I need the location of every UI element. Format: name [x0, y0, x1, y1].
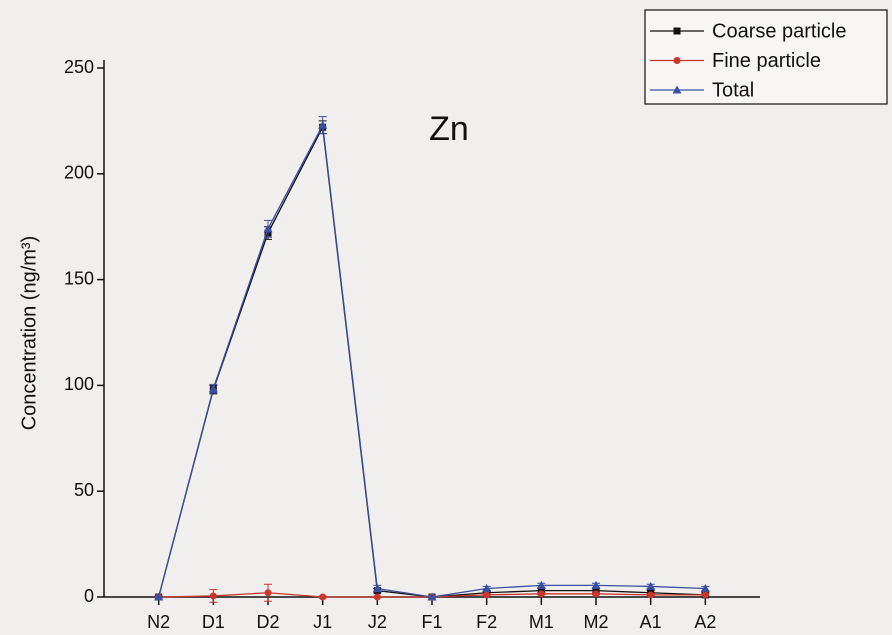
data-point [646, 581, 656, 590]
data-point [536, 580, 546, 589]
y-tick-label: 150 [64, 268, 94, 288]
y-tick-label: 250 [64, 57, 94, 77]
data-point [427, 592, 437, 601]
data-point [318, 120, 328, 129]
data-point [700, 584, 710, 593]
data-point [263, 224, 273, 233]
legend-label: Fine particle [712, 50, 821, 72]
x-tick-label: J2 [368, 612, 387, 632]
y-axis-label: Concentration (ng/m³) [18, 236, 40, 431]
y-tick-label: 0 [84, 586, 94, 606]
legend-marker [673, 57, 681, 64]
data-point [592, 590, 600, 598]
data-point [264, 589, 272, 597]
data-point [373, 593, 381, 601]
y-tick-label: 200 [64, 163, 94, 183]
x-tick-label: F2 [476, 612, 497, 632]
x-tick-label: A1 [640, 612, 662, 632]
y-tick-label: 100 [64, 374, 94, 394]
x-tick-label: A2 [694, 612, 716, 632]
x-tick-label: N2 [147, 612, 170, 632]
x-tick-label: D2 [256, 612, 279, 632]
data-point [483, 591, 491, 599]
x-tick-label: M2 [583, 612, 608, 632]
legend-marker [672, 85, 682, 94]
data-point [154, 592, 164, 601]
x-tick-label: J1 [313, 612, 332, 632]
data-point [647, 591, 655, 599]
data-point [482, 584, 492, 593]
data-point [319, 593, 327, 601]
legend-marker [673, 27, 681, 35]
x-tick-label: M1 [529, 612, 554, 632]
data-point [701, 591, 709, 599]
x-tick-label: D1 [202, 612, 225, 632]
legend-label: Coarse particle [712, 20, 847, 42]
legend-label: Total [712, 79, 754, 101]
x-tick-label: F1 [421, 612, 442, 632]
data-point [372, 584, 382, 593]
data-point [591, 580, 601, 589]
legend-box [644, 9, 888, 105]
y-tick-label: 50 [74, 480, 94, 500]
data-point [537, 590, 545, 598]
data-point [209, 592, 217, 600]
data-point [208, 384, 218, 393]
annotation: Zn [429, 110, 469, 148]
